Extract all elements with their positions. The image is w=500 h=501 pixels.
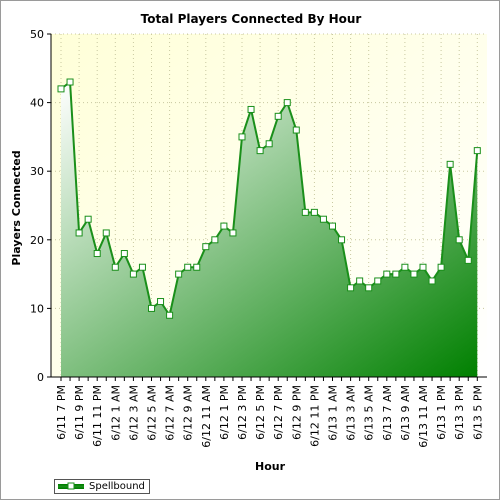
x-tick-label: 6/12 5 AM bbox=[146, 385, 159, 441]
data-point-marker bbox=[283, 99, 291, 107]
x-tick-label: 6/12 5 PM bbox=[254, 385, 267, 440]
data-point-marker bbox=[138, 263, 146, 271]
x-tick-label: 6/13 9 AM bbox=[399, 385, 412, 441]
data-point-marker bbox=[347, 284, 355, 292]
data-point-marker bbox=[202, 243, 210, 251]
data-point-marker bbox=[84, 215, 92, 223]
data-point-marker bbox=[392, 270, 400, 278]
data-point-marker bbox=[175, 270, 183, 278]
x-tick-label: 6/12 3 PM bbox=[236, 385, 249, 440]
y-tick-label: 40 bbox=[30, 97, 44, 110]
data-point-marker bbox=[93, 250, 101, 258]
x-tick-label: 6/13 11 AM bbox=[417, 385, 430, 448]
data-point-marker bbox=[184, 263, 192, 271]
x-tick-label: 6/13 3 PM bbox=[453, 385, 466, 440]
legend: Spellbound bbox=[54, 479, 150, 494]
y-tick-label: 30 bbox=[30, 165, 44, 178]
x-tick-label: 6/12 7 PM bbox=[272, 385, 285, 440]
x-tick-label: 6/13 3 AM bbox=[345, 385, 358, 441]
data-point-marker bbox=[464, 256, 472, 264]
series-area-fill bbox=[61, 82, 478, 378]
data-point-marker bbox=[148, 304, 155, 312]
x-tick-label: 6/12 3 AM bbox=[127, 385, 140, 441]
y-tick-labels: 0 10 20 30 40 50 bbox=[30, 28, 44, 384]
y-axis-label: Players Connected bbox=[10, 150, 23, 265]
data-point-marker bbox=[365, 284, 373, 292]
data-point-marker bbox=[301, 208, 309, 216]
data-point-marker bbox=[338, 236, 346, 244]
x-tick-label: 6/13 1 AM bbox=[327, 385, 340, 441]
data-point-marker bbox=[329, 222, 336, 230]
x-tick-label: 6/11 11 PM bbox=[91, 385, 104, 447]
data-point-marker bbox=[401, 263, 409, 271]
data-point-marker bbox=[473, 147, 481, 155]
x-tick-label: 6/12 1 AM bbox=[109, 385, 122, 441]
data-point-marker bbox=[374, 277, 382, 285]
x-tick-label: 6/12 7 AM bbox=[164, 385, 177, 441]
x-tick-labels: 6/11 7 PM 6/11 9 PM 6/11 11 PM 6/12 1 AM 6/1… bbox=[55, 385, 484, 448]
data-point-marker bbox=[265, 140, 273, 148]
x-tick-label: 6/13 5 AM bbox=[363, 385, 376, 441]
data-point-marker bbox=[157, 298, 165, 306]
y-tick-label: 10 bbox=[30, 302, 44, 315]
data-point-marker bbox=[310, 208, 318, 216]
data-point-marker bbox=[419, 263, 427, 271]
x-tick-label: 6/11 9 PM bbox=[73, 385, 86, 440]
data-point-marker bbox=[383, 270, 391, 278]
data-point-marker bbox=[437, 263, 445, 271]
data-point-marker bbox=[247, 105, 255, 113]
data-point-marker bbox=[238, 133, 246, 141]
data-point-marker bbox=[111, 263, 119, 271]
x-tick-label: 6/12 11 PM bbox=[308, 385, 321, 447]
data-point-marker bbox=[455, 236, 463, 244]
data-point-marker bbox=[57, 85, 65, 93]
y-tick-label: 0 bbox=[37, 371, 44, 384]
data-point-marker bbox=[129, 270, 137, 278]
data-point-marker bbox=[292, 126, 300, 134]
x-tick-label: 6/12 9 AM bbox=[182, 385, 195, 441]
x-tick-label: 6/13 5 PM bbox=[471, 385, 484, 440]
x-tick-label: 6/12 11 AM bbox=[200, 385, 213, 448]
data-point-marker bbox=[66, 78, 74, 86]
x-tick-label: 6/12 1 PM bbox=[218, 385, 231, 440]
legend-series-swatch-icon bbox=[58, 482, 84, 490]
data-point-marker bbox=[193, 263, 201, 271]
data-points bbox=[57, 78, 481, 319]
data-point-marker bbox=[256, 147, 264, 155]
data-point-marker bbox=[319, 215, 327, 223]
data-point-marker bbox=[428, 277, 436, 285]
data-point-marker bbox=[274, 112, 282, 120]
x-axis-label: Hour bbox=[255, 460, 286, 473]
data-point-marker bbox=[102, 229, 110, 237]
x-tick-label: 6/12 9 PM bbox=[290, 385, 303, 440]
data-point-marker bbox=[229, 229, 237, 237]
data-point-marker bbox=[356, 277, 364, 285]
legend-series-label: Spellbound bbox=[89, 481, 145, 492]
x-tick-label: 6/11 7 PM bbox=[55, 385, 68, 440]
axes bbox=[47, 33, 487, 381]
data-point-marker bbox=[166, 311, 174, 319]
data-point-marker bbox=[75, 229, 83, 237]
x-tick-label: 6/13 1 PM bbox=[435, 385, 448, 440]
data-point-marker bbox=[120, 250, 128, 258]
y-tick-label: 50 bbox=[30, 28, 44, 41]
data-point-marker bbox=[446, 160, 454, 168]
y-tick-label: 20 bbox=[30, 234, 44, 247]
data-point-marker bbox=[410, 270, 418, 278]
data-point-marker bbox=[211, 236, 219, 244]
data-point-marker bbox=[220, 222, 228, 230]
chart-title: Total Players Connected By Hour bbox=[141, 12, 362, 26]
x-tick-label: 6/13 7 AM bbox=[381, 385, 394, 441]
